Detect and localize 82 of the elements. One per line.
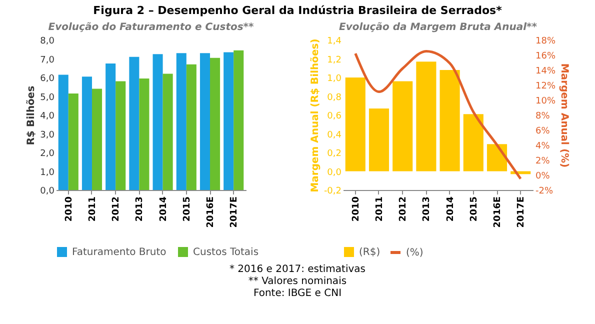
bar: [440, 70, 460, 172]
bar: [224, 52, 234, 190]
y2-tick-label: 16%: [536, 52, 556, 62]
y2-tick-label: 18%: [536, 36, 556, 46]
y2-tick-label: -2%: [536, 186, 554, 196]
x-tick-label: 2016E: [206, 196, 216, 228]
bar: [68, 93, 78, 190]
y-tick-label: 1,0: [40, 168, 55, 178]
bar: [139, 78, 150, 190]
x-tick-label: 2014: [158, 196, 169, 222]
bar: [416, 62, 436, 172]
y-axis-title: Margem Anual (R$ Bilhões): [310, 38, 321, 192]
bar: [152, 54, 163, 190]
y-tick-label: 0,4: [327, 130, 342, 140]
y-tick-label: 7,0: [40, 55, 55, 66]
bar: [116, 81, 126, 190]
bar: [368, 108, 390, 172]
x-tick-label: 2013: [135, 196, 146, 222]
y2-tick-label: 6%: [536, 126, 550, 136]
y-tick-label: 1,4: [327, 36, 342, 46]
y2-tick-label: 10%: [536, 96, 556, 106]
y2-tick-label: 4%: [536, 142, 550, 152]
y2-tick-label: 2%: [536, 156, 550, 166]
y2-tick-label: 12%: [536, 82, 556, 92]
y2-tick-label: 8%: [536, 112, 550, 122]
y-tick-label: 2,0: [40, 149, 55, 159]
legend-label: Custos Totais: [193, 247, 259, 258]
chart-subtitle: Evolução do Faturamento e Custos**: [48, 22, 255, 33]
legend-label: (R$): [359, 247, 380, 258]
bar: [200, 53, 210, 190]
bar: [176, 53, 186, 190]
y-tick-label: 6,0: [40, 74, 55, 84]
bar: [82, 76, 92, 190]
legend-label: Faturamento Bruto: [72, 247, 166, 258]
text: ** Valores nominais: [247, 276, 348, 288]
x-tick-label: 2012: [112, 196, 122, 222]
y-tick-label: 0,2: [327, 149, 342, 159]
y-tick-label: 1,2: [327, 55, 342, 66]
bar: [486, 144, 508, 172]
bar: [58, 74, 68, 190]
x-tick-label: 2013: [422, 196, 432, 222]
y-tick-label: 8,0: [40, 36, 55, 46]
text: Figura 2 – Desempenho Geral da Indústria Brasileira de Serrados*: [92, 4, 503, 17]
x-tick-label: 2011: [374, 196, 385, 222]
legend-label: (%): [406, 248, 424, 258]
y-tick-label: 0,6: [327, 112, 342, 122]
x-tick-label: 2014: [446, 196, 456, 222]
y-axis-title: R$ Bilhões: [26, 86, 38, 146]
bar: [106, 63, 116, 190]
y2-tick-label: 0%: [536, 172, 550, 182]
x-tick-label: 2017E: [230, 196, 240, 228]
x-tick-label: 2017E: [516, 196, 527, 228]
x-tick-label: 2010: [351, 196, 362, 222]
y-tick-label: 0,0: [40, 186, 55, 196]
y2-tick-label: 14%: [536, 66, 556, 76]
bar: [210, 58, 220, 190]
y2-axis-title: Margem Anual (%): [558, 63, 570, 168]
bar: [234, 50, 244, 190]
y-tick-label: 3,0: [40, 130, 55, 140]
bar: [162, 74, 173, 190]
y-tick-label: 5,0: [40, 92, 55, 103]
y-tick-label: 0,0: [327, 168, 342, 178]
x-tick-label: 2015: [182, 196, 192, 222]
y-tick-label: -0,2: [324, 186, 342, 196]
x-tick-label: 2010: [64, 196, 74, 222]
bar: [345, 78, 366, 172]
bar: [463, 114, 484, 172]
y-tick-label: 0,8: [327, 92, 342, 103]
source-note: Fonte: IBGE e CNI: [252, 288, 343, 300]
x-tick-label: 2015: [469, 196, 480, 222]
bar: [186, 64, 196, 190]
bar: [129, 56, 140, 190]
x-tick-label: 2011: [88, 196, 98, 222]
bar: [392, 81, 413, 172]
text: * 2016 e 2017: estimativas: [228, 264, 367, 276]
bar: [92, 88, 102, 190]
x-tick-label: 2012: [398, 196, 409, 222]
y-tick-label: 4,0: [40, 112, 55, 122]
line-series: [354, 50, 522, 180]
y-tick-label: 1,0: [327, 74, 342, 84]
chart-subtitle: Evolução da Margem Bruta Anual**: [339, 22, 538, 33]
x-tick-label: 2016E: [493, 196, 504, 228]
